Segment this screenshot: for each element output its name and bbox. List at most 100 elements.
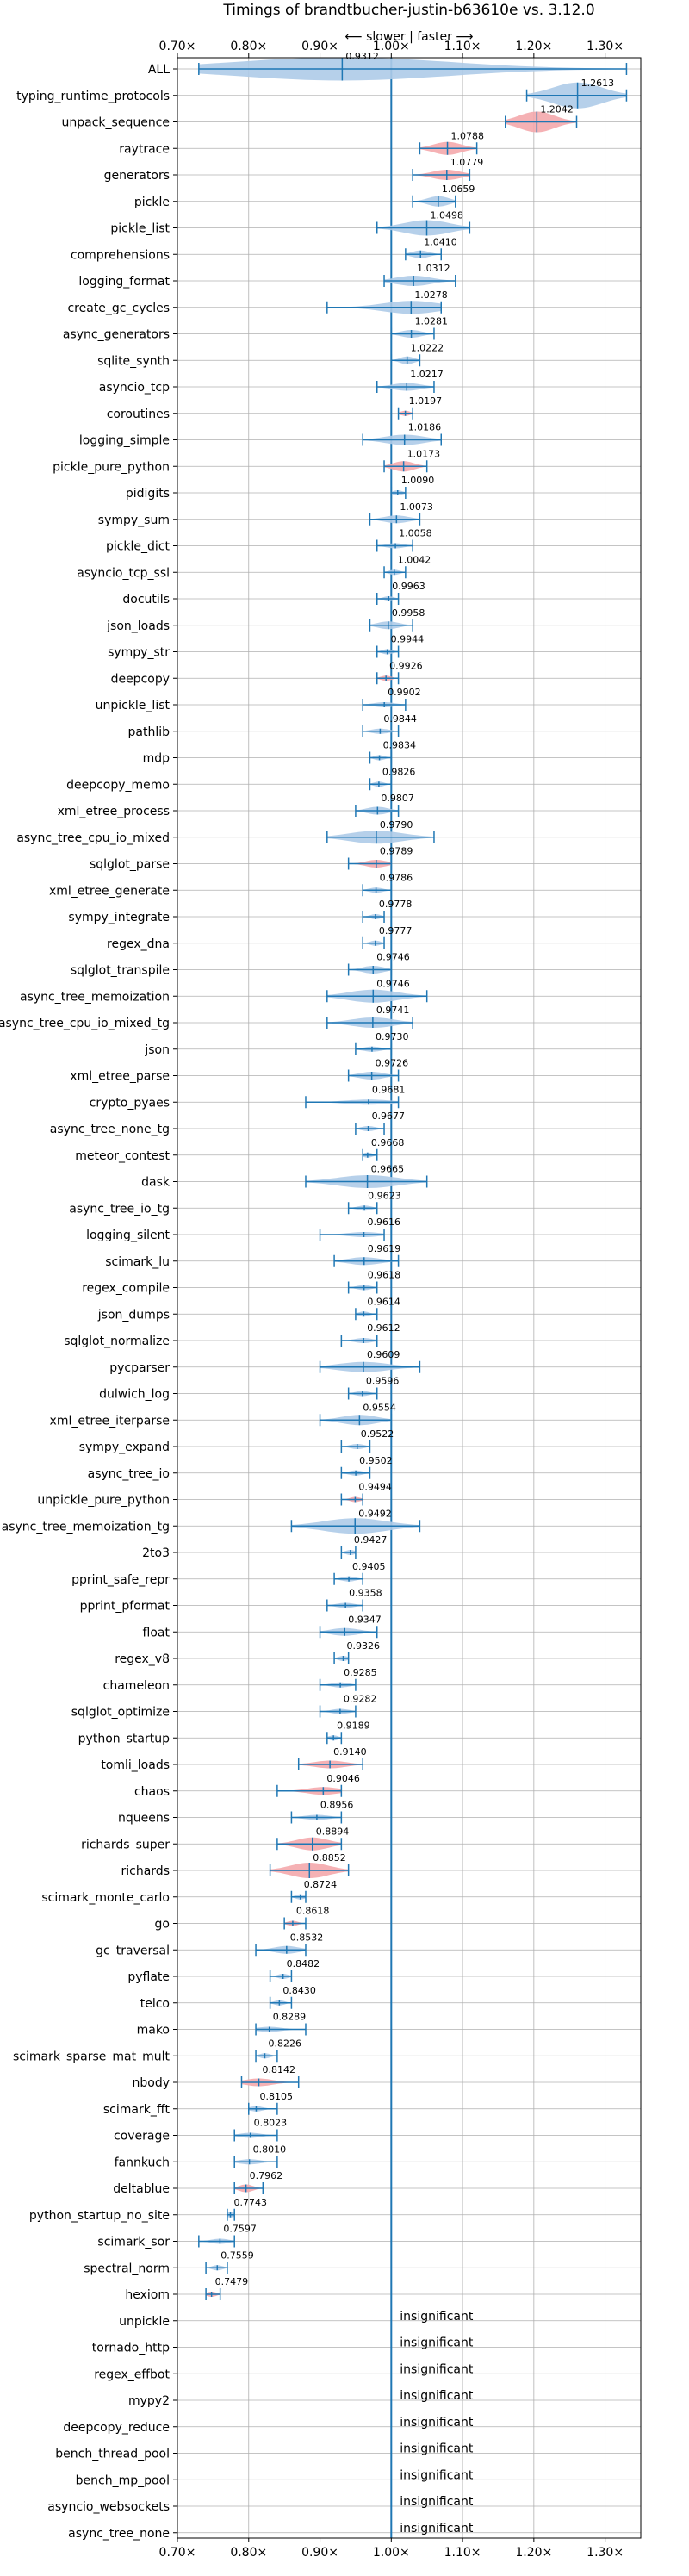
y-tick-label: tornado_http <box>92 2342 170 2355</box>
y-tick-label: sqlite_synth <box>97 354 170 368</box>
value-label: 0.9046 <box>326 1773 360 1784</box>
insignificant-label: insignificant <box>400 2442 474 2456</box>
y-tick-label: python_startup_no_site <box>29 2209 170 2223</box>
y-tick-label: richards <box>121 1864 171 1878</box>
value-label: 0.7559 <box>220 2249 254 2261</box>
y-tick-label: deepcopy_memo <box>66 778 170 792</box>
y-tick-label: async_tree_cpu_io_mixed <box>16 831 170 845</box>
y-tick-label: pprint_safe_repr <box>71 1573 170 1587</box>
value-label: 0.9681 <box>372 1084 406 1095</box>
value-label: 0.9596 <box>366 1376 400 1387</box>
value-label: 0.8894 <box>316 1826 350 1837</box>
y-tick-label: comprehensions <box>71 248 170 262</box>
value-label: 0.7743 <box>233 2197 267 2208</box>
x-tick-label-top: 1.30× <box>587 40 624 53</box>
x-tick-label-bottom: 1.00× <box>373 2546 410 2560</box>
y-tick-label: pickle_pure_python <box>53 460 170 474</box>
y-tick-label: regex_effbot <box>94 2368 170 2381</box>
value-label: 1.0281 <box>415 316 449 327</box>
y-tick-label: telco <box>140 1997 170 2011</box>
value-label: 1.0073 <box>400 501 433 513</box>
y-tick-label: async_generators <box>63 328 170 342</box>
value-label: 1.0312 <box>417 263 450 274</box>
y-tick-label: bench_mp_pool <box>76 2473 170 2487</box>
y-tick-label: async_tree_memoization <box>20 990 170 1004</box>
y-tick-label: coroutines <box>107 408 170 421</box>
value-label: 0.9522 <box>361 1428 394 1440</box>
y-tick-label: docutils <box>122 593 170 607</box>
value-label: 1.0197 <box>409 395 443 407</box>
y-tick-label: xml_etree_process <box>58 805 170 818</box>
value-label: 0.8430 <box>282 1985 316 1996</box>
y-tick-label: hexiom <box>125 2288 170 2302</box>
value-label: 1.0410 <box>424 236 456 247</box>
y-tick-label: go <box>155 1918 170 1932</box>
value-label: 0.9347 <box>348 1614 382 1625</box>
value-label: 0.7479 <box>215 2276 249 2287</box>
y-tick-label: deepcopy <box>111 672 170 686</box>
value-label: 0.8724 <box>304 1879 338 1890</box>
y-tick-label: raytrace <box>119 142 170 156</box>
value-label: 1.0779 <box>450 157 484 168</box>
y-tick-label: unpickle_list <box>96 699 171 712</box>
value-label: 0.9282 <box>344 1694 377 1705</box>
value-label: 0.9741 <box>376 1005 410 1016</box>
y-tick-label: sqlglot_optimize <box>71 1706 170 1720</box>
y-tick-label: async_tree_cpu_io_mixed_tg <box>0 1017 170 1030</box>
value-label: 0.9312 <box>345 51 379 62</box>
y-tick-label: pyflate <box>127 1970 170 1984</box>
x-tick-label-top: 1.00× <box>373 40 410 53</box>
x-tick-label-top: 1.20× <box>515 40 552 53</box>
value-label: 0.9777 <box>379 925 413 936</box>
y-tick-label: xml_etree_iterparse <box>50 1414 170 1428</box>
value-label: 0.9502 <box>359 1455 393 1466</box>
y-tick-label: pickle_dict <box>106 540 171 554</box>
x-tick-label-bottom: 0.70× <box>159 2546 196 2560</box>
y-tick-label: regex_compile <box>82 1282 170 1296</box>
value-label: 1.0788 <box>451 130 485 141</box>
y-tick-label: mypy2 <box>128 2394 170 2408</box>
y-tick-label: unpack_sequence <box>62 116 170 130</box>
value-label: 1.0042 <box>398 554 431 565</box>
y-tick-label: json_loads <box>106 619 170 633</box>
value-label: 0.8010 <box>253 2144 287 2155</box>
y-tick-label: sympy_sum <box>98 513 170 527</box>
value-label: 0.9786 <box>380 872 413 883</box>
insignificant-label: insignificant <box>400 2389 474 2403</box>
y-tick-label: python_startup <box>78 1732 170 1745</box>
value-label: 0.9494 <box>358 1482 392 1493</box>
insignificant-label: insignificant <box>400 2522 474 2536</box>
x-tick-label-bottom: 1.10× <box>444 2546 481 2560</box>
insignificant-label: insignificant <box>400 2416 474 2430</box>
y-tick-label: pickle_list <box>110 222 170 236</box>
y-tick-label: nqueens <box>118 1812 170 1826</box>
y-tick-label: nbody <box>133 2076 171 2090</box>
value-label: 0.9944 <box>391 634 425 645</box>
value-label: 0.9618 <box>368 1270 401 1281</box>
y-tick-label: crypto_pyaes <box>90 1096 170 1110</box>
value-label: 0.9789 <box>380 846 413 857</box>
value-label: 0.9189 <box>337 1720 370 1731</box>
y-tick-label: scimark_sparse_mat_mult <box>13 2050 170 2063</box>
value-label: 1.0222 <box>411 342 444 353</box>
y-tick-label: json <box>144 1043 170 1057</box>
y-tick-label: unpickle_pure_python <box>37 1494 170 1508</box>
value-label: 0.9926 <box>389 660 423 671</box>
value-label: 0.9958 <box>392 607 425 619</box>
x-tick-label-bottom: 0.90× <box>301 2546 338 2560</box>
value-label: 1.2042 <box>540 104 574 115</box>
value-label: 0.9746 <box>376 952 410 963</box>
y-tick-label: coverage <box>114 2130 170 2144</box>
value-label: 0.9427 <box>354 1534 388 1546</box>
value-label: 0.9790 <box>380 819 413 831</box>
value-label: 0.9834 <box>383 740 417 751</box>
value-label: 0.9326 <box>347 1640 381 1652</box>
value-label: 0.9492 <box>358 1508 392 1519</box>
value-label: 1.0278 <box>414 289 447 301</box>
x-tick-label-bottom: 1.30× <box>587 2546 624 2560</box>
value-label: 1.0186 <box>408 422 442 433</box>
value-label: 0.9616 <box>368 1216 401 1228</box>
value-label: 0.9623 <box>368 1190 401 1201</box>
value-label: 0.8852 <box>313 1852 346 1864</box>
value-label: 0.9902 <box>388 687 421 698</box>
